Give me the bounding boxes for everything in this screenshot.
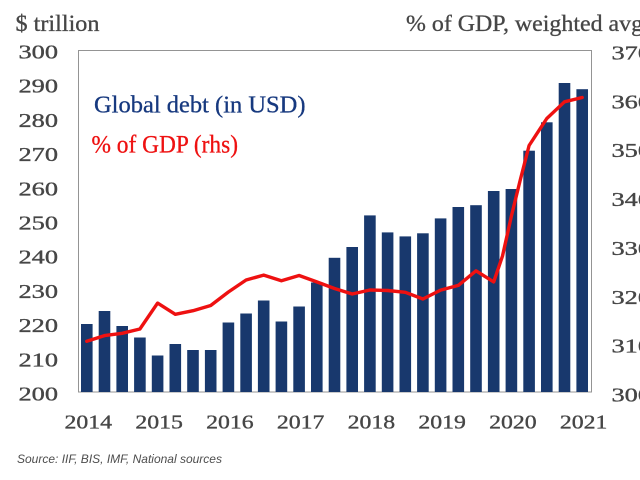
svg-text:260: 260	[19, 178, 59, 200]
svg-text:250: 250	[19, 213, 59, 235]
svg-text:% of GDP (rhs): % of GDP (rhs)	[92, 132, 239, 159]
svg-text:300: 300	[19, 42, 59, 64]
svg-text:2018: 2018	[348, 412, 396, 434]
svg-text:310: 310	[612, 336, 640, 358]
svg-text:340: 340	[612, 189, 640, 211]
svg-text:2015: 2015	[135, 412, 183, 434]
svg-text:290: 290	[19, 76, 59, 98]
svg-text:330: 330	[612, 238, 640, 260]
svg-text:280: 280	[19, 110, 59, 132]
svg-text:270: 270	[19, 144, 59, 166]
svg-text:2017: 2017	[277, 412, 325, 434]
svg-text:370: 370	[612, 43, 640, 65]
svg-text:220: 220	[19, 315, 59, 337]
svg-text:230: 230	[19, 281, 59, 303]
svg-text:240: 240	[19, 247, 59, 269]
svg-text:360: 360	[612, 91, 640, 113]
svg-text:2020: 2020	[489, 412, 537, 434]
svg-text:2021: 2021	[560, 412, 608, 434]
svg-text:210: 210	[19, 349, 59, 371]
svg-text:% of GDP, weighted avg.: % of GDP, weighted avg.	[406, 11, 640, 36]
svg-text:320: 320	[612, 287, 640, 309]
svg-text:300: 300	[612, 385, 640, 407]
svg-text:2014: 2014	[65, 412, 113, 434]
svg-text:Source: IIF, BIS, IMF, Nationa: Source: IIF, BIS, IMF, National sources	[17, 452, 222, 466]
svg-text:Global debt (in USD): Global debt (in USD)	[94, 93, 306, 119]
svg-text:2019: 2019	[418, 412, 466, 434]
svg-text:200: 200	[19, 384, 59, 406]
svg-text:$ trillion: $ trillion	[16, 11, 101, 36]
svg-text:350: 350	[612, 140, 640, 162]
svg-text:2016: 2016	[206, 412, 254, 434]
